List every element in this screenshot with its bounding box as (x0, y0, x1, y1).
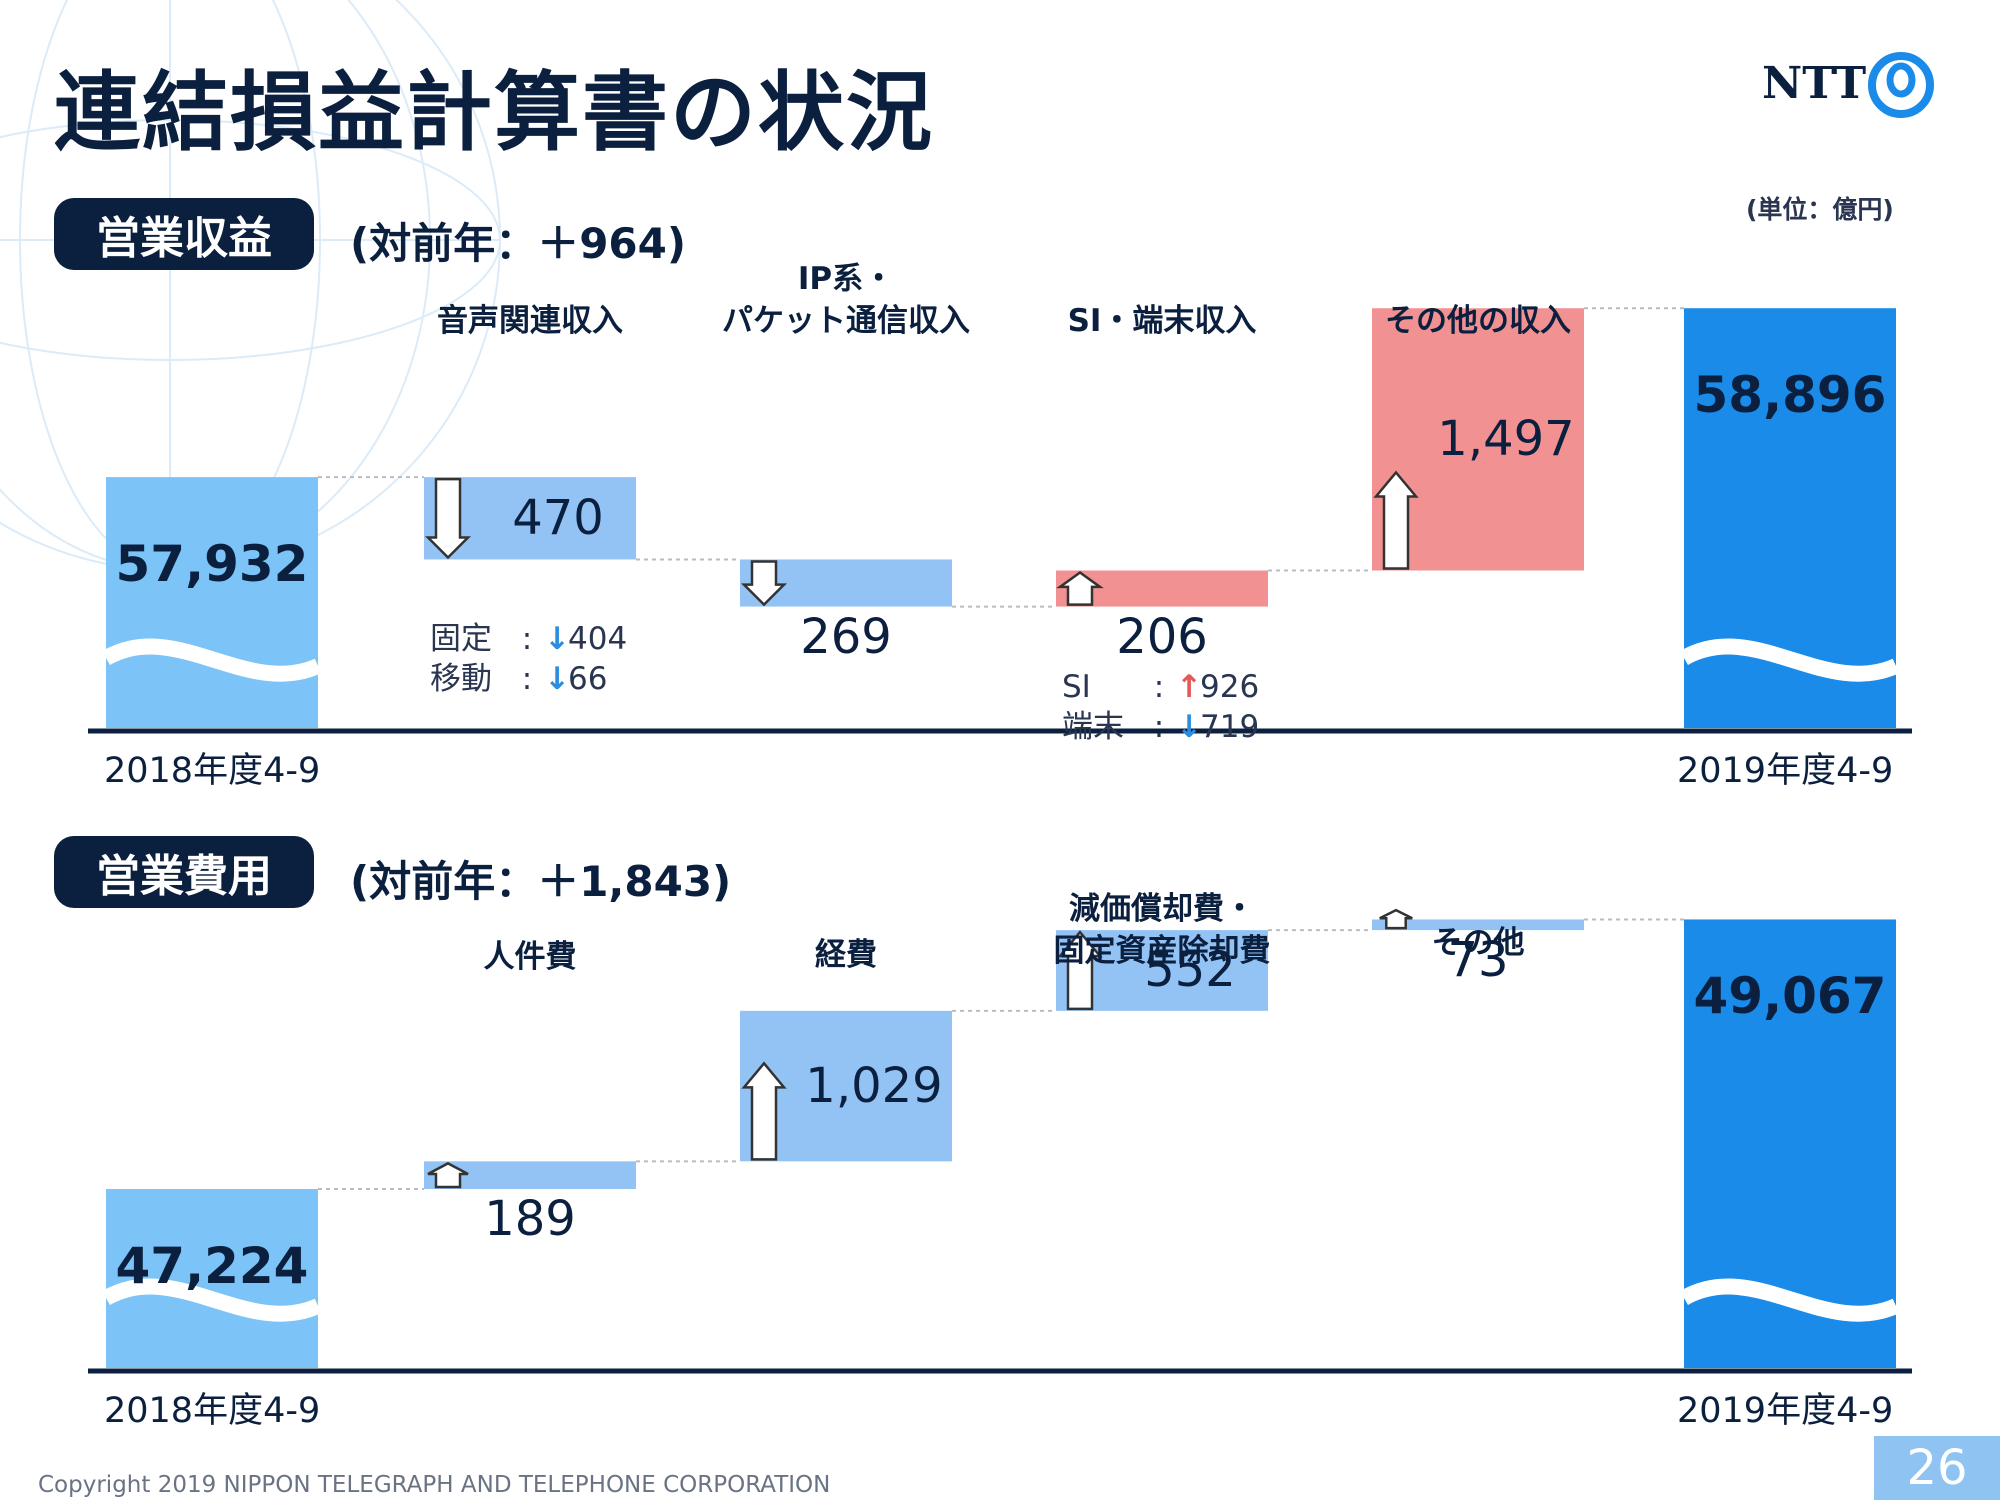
expenses-end-bar (1680, 919, 1900, 1368)
breakdown-colon: : (1153, 668, 1165, 705)
breakdown-name: 移動 (430, 661, 492, 698)
expenses-change-bar-2 (636, 1010, 952, 1163)
expenses-category-label-2: 経費 (815, 937, 877, 973)
page-title: 連結損益計算書の状況 (54, 63, 934, 163)
expenses-period-end: 2019年度4-9 (1677, 1391, 1894, 1431)
revenue-category-label-4: その他の収入 (1385, 303, 1571, 339)
revenue-start-value: 57,932 (115, 535, 309, 594)
expenses-end-value: 49,067 (1693, 967, 1887, 1026)
expenses-change-bar-1 (318, 1161, 636, 1190)
breakdown-colon: : (521, 621, 533, 658)
up-arrow-icon (1057, 930, 1103, 1011)
expenses-category-label-3: 減価償却費・ 固定資産除却費 (1053, 891, 1271, 969)
expenses-category-label-1: 人件費 (483, 939, 577, 975)
small-down-arrow-icon: ↓ (1176, 708, 1202, 745)
revenue-period-end: 2019年度4-9 (1677, 751, 1894, 791)
revenue-end-bar (1680, 308, 1900, 728)
small-up-arrow-icon: ↑ (1176, 668, 1202, 705)
down-arrow-icon (740, 560, 788, 607)
expenses-change-bar-4 (1268, 908, 1584, 932)
revenue-change-bar-1 (318, 476, 636, 560)
ntt-logo-icon (1868, 52, 1934, 118)
revenue-change-bar-4 (1268, 308, 1584, 572)
up-arrow-icon (1373, 470, 1419, 570)
up-arrow-icon (427, 1161, 469, 1189)
revenue-change-value-3: 206 (1116, 608, 1208, 665)
revenue-breakdown-1: 固定: ↓ 404 移動: ↓ 66 (430, 619, 627, 699)
breakdown-value: 719 (1200, 708, 1260, 745)
expenses-chart-svg (88, 908, 1912, 1374)
logo-text: NTT (1762, 58, 1867, 109)
expenses-start-bar (102, 1188, 322, 1368)
expenses-start-value: 47,224 (115, 1236, 309, 1295)
up-arrow-icon (1379, 908, 1413, 930)
expenses-change-value-3: 552 (1144, 942, 1236, 999)
revenue-start-bar (102, 477, 322, 728)
up-arrow-icon (1056, 570, 1104, 606)
revenue-category-label-3: SI・端末収入 (1067, 303, 1257, 339)
expenses-delta: (対前年：＋1,843) (350, 857, 732, 906)
ntt-logo: NTT (1762, 50, 1952, 120)
revenue-change-value-2: 269 (800, 608, 892, 665)
expenses-category-label-4: その他 (1431, 925, 1525, 961)
expenses-period-start: 2018年度4-9 (104, 1391, 321, 1431)
revenue-chart-svg (88, 307, 1912, 734)
breakdown-value: 404 (568, 621, 628, 658)
revenue-breakdown-3: SI: ↑ 926 端末: ↓ 719 (1062, 667, 1259, 747)
breakdown-colon: : (1153, 708, 1165, 745)
up-arrow-icon (741, 1061, 787, 1161)
breakdown-row: 端末: ↓ 719 (1062, 707, 1259, 747)
down-arrow-icon (424, 477, 472, 560)
revenue-delta: (対前年：＋964) (350, 219, 687, 268)
revenue-category-label-1: 音声関連収入 (437, 303, 623, 339)
revenue-category-label-2: IP系・ パケット通信収入 (722, 261, 970, 339)
revenue-end-value: 58,896 (1693, 366, 1887, 425)
breakdown-row: SI: ↑ 926 (1062, 667, 1259, 707)
breakdown-name: 端末 (1062, 708, 1124, 745)
breakdown-value: 66 (568, 661, 608, 698)
small-down-arrow-icon: ↓ (544, 661, 570, 698)
page-number: 26 (1874, 1436, 2000, 1500)
copyright-footer: Copyright 2019 NIPPON TELEGRAPH AND TELE… (38, 1472, 831, 1498)
unit-label: (単位：億円) (1746, 195, 1894, 224)
revenue-section-badge: 営業収益 (54, 198, 314, 270)
expenses-change-value-1: 189 (484, 1190, 576, 1247)
revenue-change-value-4: 1,497 (1437, 411, 1575, 468)
revenue-waterfall-chart: 470 音声関連収入 固定: ↓ 404 移動: ↓ 66 269 IP系・ パケット通信収入 206… (0, 261, 2000, 810)
breakdown-row: 固定: ↓ 404 (430, 619, 627, 659)
breakdown-name: SI (1062, 668, 1091, 705)
small-down-arrow-icon: ↓ (544, 621, 570, 658)
revenue-change-value-1: 470 (512, 490, 604, 547)
expenses-change-value-4: 73 (1447, 932, 1509, 989)
expenses-section-badge: 営業費用 (54, 836, 314, 908)
expenses-waterfall-chart: 189 人件費 1,029 経費 552 減価償却費・ 固定資産除却費 73 その他 47,224… (0, 891, 2000, 1431)
expenses-change-bar-3 (952, 930, 1268, 1012)
revenue-change-bar-3 (952, 570, 1268, 608)
expenses-change-value-2: 1,029 (805, 1058, 943, 1115)
breakdown-colon: : (521, 661, 533, 698)
breakdown-row: 移動: ↓ 66 (430, 659, 627, 699)
revenue-period-start: 2018年度4-9 (104, 751, 321, 791)
breakdown-name: 固定 (430, 621, 492, 658)
revenue-change-bar-2 (636, 558, 952, 607)
breakdown-value: 926 (1200, 668, 1260, 705)
